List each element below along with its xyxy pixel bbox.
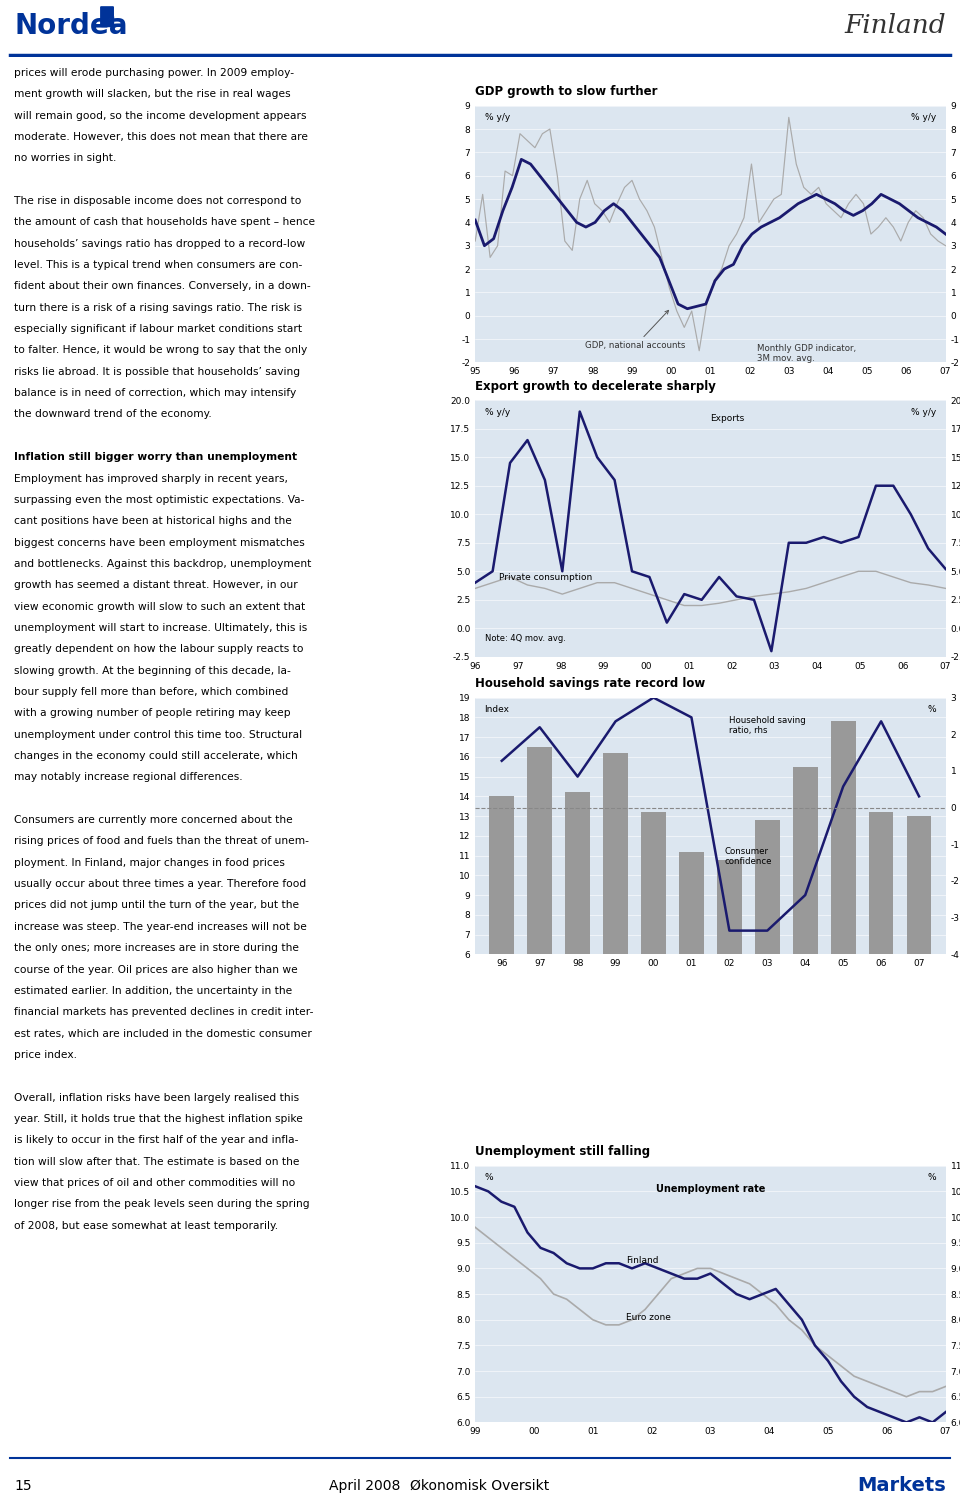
Text: Note: 4Q mov. avg.: Note: 4Q mov. avg. <box>485 634 565 643</box>
Text: greatly dependent on how the labour supply reacts to: greatly dependent on how the labour supp… <box>14 645 304 654</box>
Text: surpassing even the most optimistic expectations. Va-: surpassing even the most optimistic expe… <box>14 495 305 504</box>
Text: Unemployment still falling: Unemployment still falling <box>475 1145 650 1158</box>
Text: Household savings rate record low: Household savings rate record low <box>475 676 706 690</box>
Text: slowing growth. At the beginning of this decade, la-: slowing growth. At the beginning of this… <box>14 666 291 675</box>
Text: prices will erode purchasing power. In 2009 employ-: prices will erode purchasing power. In 2… <box>14 68 295 79</box>
Text: the only ones; more increases are in store during the: the only ones; more increases are in sto… <box>14 944 300 953</box>
Text: risks lie abroad. It is possible that households’ saving: risks lie abroad. It is possible that ho… <box>14 367 300 378</box>
Text: moderate. However, this does not mean that there are: moderate. However, this does not mean th… <box>14 131 308 142</box>
Text: rising prices of food and fuels than the threat of unem-: rising prices of food and fuels than the… <box>14 837 309 847</box>
Text: level. This is a typical trend when consumers are con-: level. This is a typical trend when cons… <box>14 260 302 270</box>
Bar <box>869 812 894 954</box>
Text: households’ savings ratio has dropped to a record-low: households’ savings ratio has dropped to… <box>14 239 305 249</box>
Text: to falter. Hence, it would be wrong to say that the only: to falter. Hence, it would be wrong to s… <box>14 346 307 355</box>
Text: unemployment under control this time too. Structural: unemployment under control this time too… <box>14 729 302 740</box>
Text: Unemployment rate: Unemployment rate <box>656 1184 765 1194</box>
Bar <box>641 812 666 954</box>
Text: ment growth will slacken, but the rise in real wages: ment growth will slacken, but the rise i… <box>14 89 291 100</box>
Text: % y/y: % y/y <box>911 408 936 417</box>
Text: Household saving
ratio, rhs: Household saving ratio, rhs <box>730 716 806 735</box>
Text: course of the year. Oil prices are also higher than we: course of the year. Oil prices are also … <box>14 965 299 974</box>
Text: Private consumption: Private consumption <box>499 572 592 581</box>
Bar <box>565 793 590 954</box>
Text: will remain good, so the income development appears: will remain good, so the income developm… <box>14 110 307 121</box>
Text: %: % <box>485 1173 493 1182</box>
Bar <box>527 747 552 954</box>
Text: no worries in sight.: no worries in sight. <box>14 154 117 163</box>
Polygon shape <box>101 17 113 26</box>
Text: increase was steep. The year-end increases will not be: increase was steep. The year-end increas… <box>14 921 307 932</box>
Text: changes in the economy could still accelerate, which: changes in the economy could still accel… <box>14 750 299 761</box>
Text: unemployment will start to increase. Ultimately, this is: unemployment will start to increase. Ult… <box>14 624 307 633</box>
Text: especially significant if labour market conditions start: especially significant if labour market … <box>14 325 302 334</box>
Text: %: % <box>927 705 936 714</box>
Text: and bottlenecks. Against this backdrop, unemployment: and bottlenecks. Against this backdrop, … <box>14 559 312 569</box>
Text: financial markets has prevented declines in credit inter-: financial markets has prevented declines… <box>14 1007 314 1018</box>
Text: the downward trend of the economy.: the downward trend of the economy. <box>14 409 212 420</box>
Text: year. Still, it holds true that the highest inflation spike: year. Still, it holds true that the high… <box>14 1114 303 1123</box>
Text: Monthly GDP indicator,
3M mov. avg.: Monthly GDP indicator, 3M mov. avg. <box>757 344 856 362</box>
Text: Export growth to decelerate sharply: Export growth to decelerate sharply <box>475 379 716 393</box>
Text: Consumers are currently more concerned about the: Consumers are currently more concerned a… <box>14 815 293 824</box>
Text: biggest concerns have been employment mismatches: biggest concerns have been employment mi… <box>14 538 305 548</box>
Bar <box>490 796 515 954</box>
Text: est rates, which are included in the domestic consumer: est rates, which are included in the dom… <box>14 1028 312 1039</box>
Text: may notably increase regional differences.: may notably increase regional difference… <box>14 773 243 782</box>
Text: prices did not jump until the turn of the year, but the: prices did not jump until the turn of th… <box>14 900 300 911</box>
Text: Index: Index <box>485 705 510 714</box>
Text: % y/y: % y/y <box>911 113 936 122</box>
Bar <box>793 767 818 954</box>
Text: Inflation still bigger worry than unemployment: Inflation still bigger worry than unempl… <box>14 451 298 462</box>
Text: is likely to occur in the first half of the year and infla-: is likely to occur in the first half of … <box>14 1136 299 1145</box>
Text: estimated earlier. In addition, the uncertainty in the: estimated earlier. In addition, the unce… <box>14 986 293 997</box>
Text: April 2008: April 2008 <box>329 1478 400 1493</box>
Text: longer rise from the peak levels seen during the spring: longer rise from the peak levels seen du… <box>14 1199 310 1210</box>
Text: % y/y: % y/y <box>485 113 510 122</box>
Text: Markets: Markets <box>857 1477 946 1495</box>
Text: Nordea: Nordea <box>14 12 128 39</box>
Text: 15: 15 <box>14 1478 32 1493</box>
Text: cant positions have been at historical highs and the: cant positions have been at historical h… <box>14 516 292 525</box>
Text: Overall, inflation risks have been largely realised this: Overall, inflation risks have been large… <box>14 1093 300 1102</box>
Text: tion will slow after that. The estimate is based on the: tion will slow after that. The estimate … <box>14 1157 300 1167</box>
Text: turn there is a risk of a rising savings ratio. The risk is: turn there is a risk of a rising savings… <box>14 304 302 313</box>
Text: price index.: price index. <box>14 1049 78 1060</box>
Text: Exports: Exports <box>710 414 745 423</box>
Text: of 2008, but ease somewhat at least temporarily.: of 2008, but ease somewhat at least temp… <box>14 1220 278 1231</box>
Text: bour supply fell more than before, which combined: bour supply fell more than before, which… <box>14 687 289 698</box>
Bar <box>717 859 742 954</box>
Text: balance is in need of correction, which may intensify: balance is in need of correction, which … <box>14 388 297 399</box>
Text: Økonomisk Oversikt: Økonomisk Oversikt <box>410 1478 550 1493</box>
Bar <box>830 722 855 954</box>
Text: ployment. In Finland, major changes in food prices: ployment. In Finland, major changes in f… <box>14 858 285 868</box>
Bar <box>603 753 628 954</box>
Text: The rise in disposable income does not correspond to: The rise in disposable income does not c… <box>14 196 301 205</box>
Bar <box>906 815 931 954</box>
Text: growth has seemed a distant threat. However, in our: growth has seemed a distant threat. Howe… <box>14 580 299 590</box>
Bar <box>679 852 704 954</box>
Bar <box>755 820 780 954</box>
Text: Finland: Finland <box>844 14 946 38</box>
Text: % y/y: % y/y <box>485 408 510 417</box>
Text: usually occur about three times a year. Therefore food: usually occur about three times a year. … <box>14 879 306 889</box>
Text: Finland: Finland <box>626 1256 659 1265</box>
Text: Consumer
confidence: Consumer confidence <box>725 847 772 867</box>
Polygon shape <box>101 8 113 26</box>
Text: %: % <box>927 1173 936 1182</box>
Text: Employment has improved sharply in recent years,: Employment has improved sharply in recen… <box>14 474 288 483</box>
Text: view economic growth will slow to such an extent that: view economic growth will slow to such a… <box>14 601 305 612</box>
Text: Euro zone: Euro zone <box>626 1312 671 1321</box>
Text: GDP, national accounts: GDP, national accounts <box>585 311 685 350</box>
Text: view that prices of oil and other commodities will no: view that prices of oil and other commod… <box>14 1178 296 1188</box>
Text: with a growing number of people retiring may keep: with a growing number of people retiring… <box>14 708 291 719</box>
Text: the amount of cash that households have spent – hence: the amount of cash that households have … <box>14 217 316 228</box>
Text: GDP growth to slow further: GDP growth to slow further <box>475 85 658 98</box>
Text: fident about their own finances. Conversely, in a down-: fident about their own finances. Convers… <box>14 281 311 291</box>
